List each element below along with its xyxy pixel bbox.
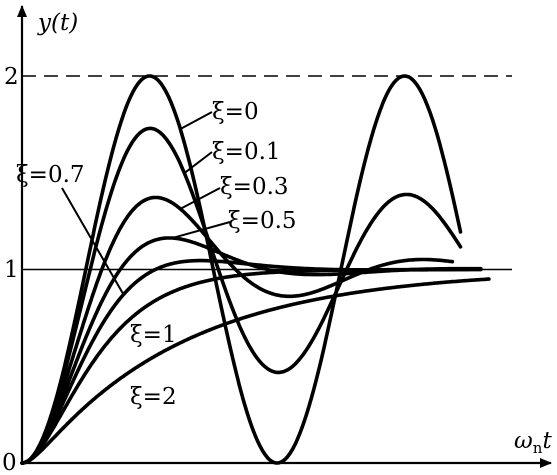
y-axis-label: y(t) — [37, 10, 78, 36]
leader-line-zeta-0.5 — [171, 221, 231, 239]
series-label-zeta-0.1: ξ=0.1 — [212, 139, 281, 165]
leader-line-zeta-0.7 — [61, 187, 125, 296]
series-line-zeta-0.1 — [20, 126, 463, 465]
series-line-zeta-2 — [20, 277, 491, 465]
series-line-zeta-0.7 — [20, 258, 483, 465]
series-label-zeta-0.5: ξ=0.5 — [228, 208, 297, 234]
series-label-zeta-0.7: ξ=0.7 — [16, 162, 85, 188]
series-label-zeta-1: ξ=1 — [130, 322, 177, 348]
leader-line-zeta-0.1 — [183, 151, 213, 174]
series-line-zeta-1 — [20, 267, 471, 465]
series-label-zeta-0: ξ=0 — [212, 99, 259, 125]
series-line-zeta-0.3 — [20, 195, 455, 465]
y-tick-label-1: 1 — [4, 257, 19, 283]
origin-label: 0 — [2, 450, 17, 475]
leader-line-zeta-0.3 — [179, 187, 221, 210]
series-line-zeta-0 — [20, 74, 463, 465]
series-label-zeta-2: ξ=2 — [130, 384, 177, 410]
y-tick-label-2: 2 — [4, 64, 19, 90]
series-label-zeta-0.3: ξ=0.3 — [220, 174, 289, 200]
leader-line-zeta-0 — [179, 111, 213, 130]
x-axis-label: ωnt — [514, 428, 552, 457]
